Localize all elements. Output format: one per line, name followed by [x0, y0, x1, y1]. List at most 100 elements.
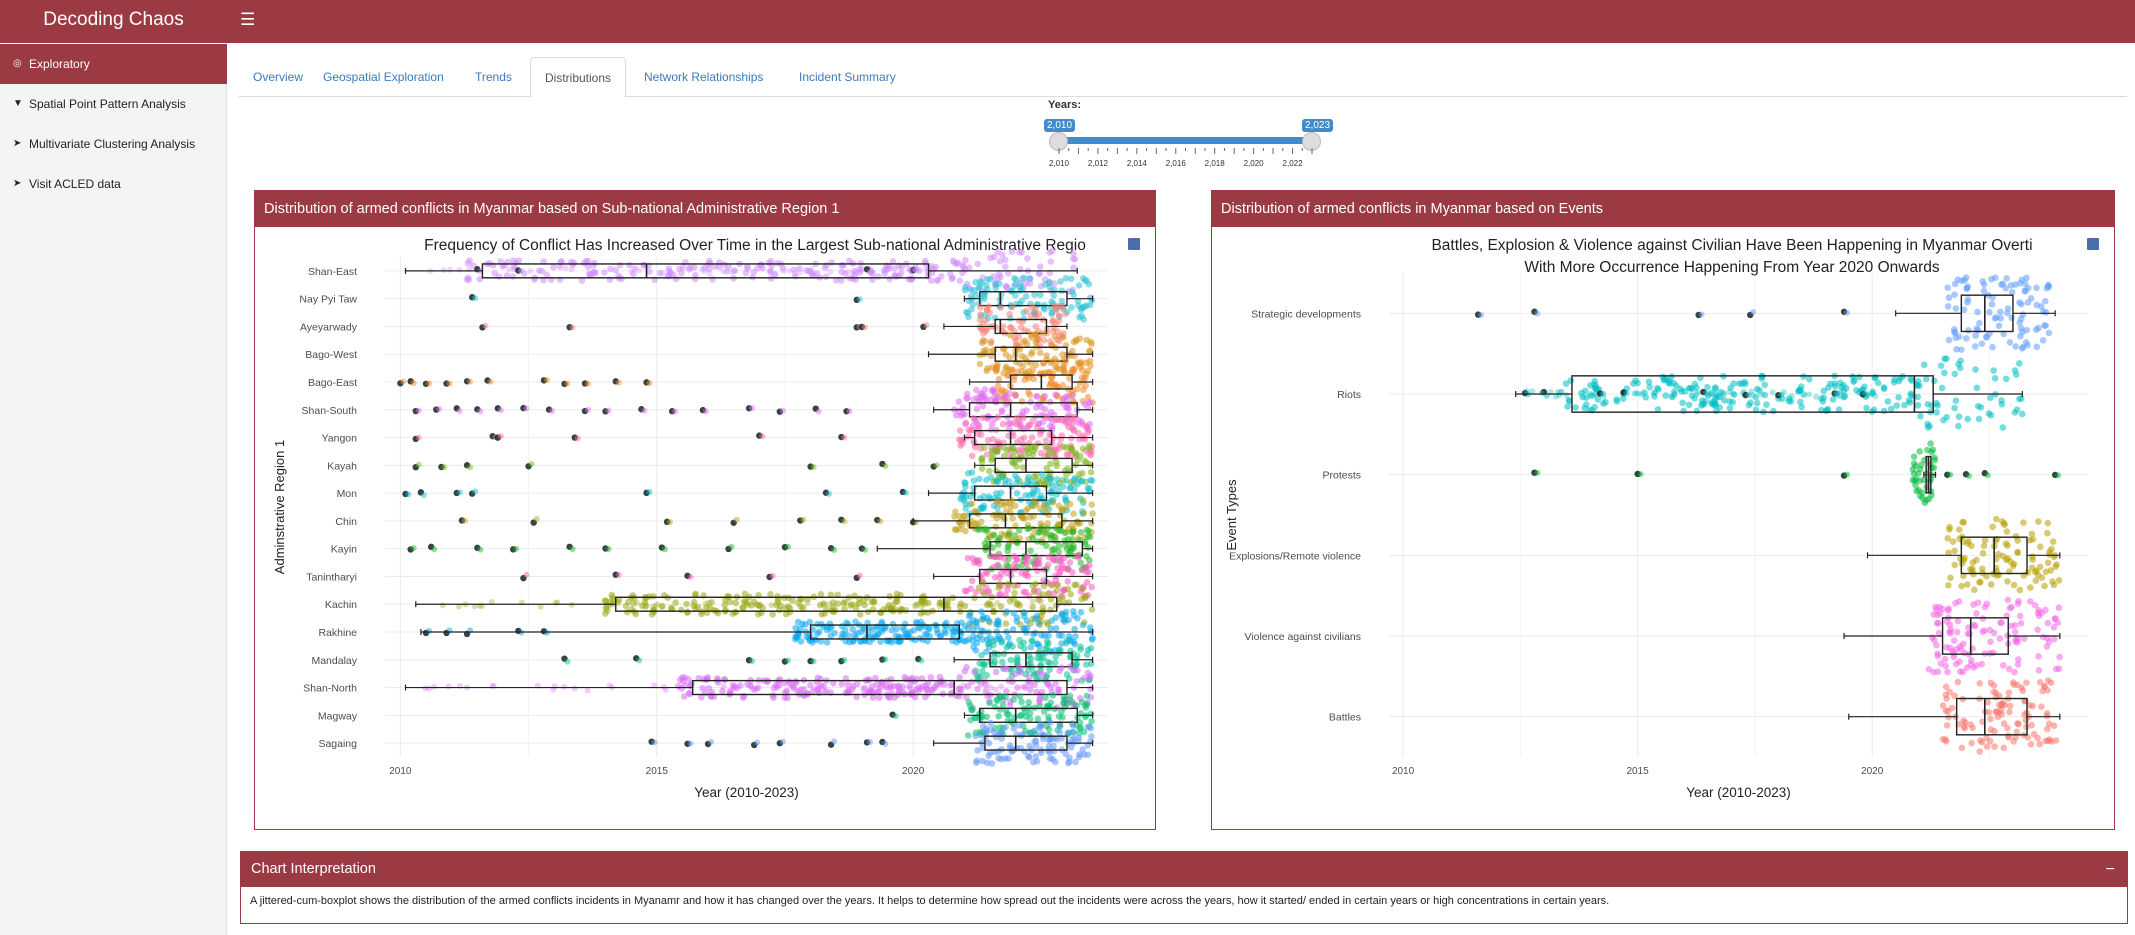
jitter-point: [537, 603, 544, 610]
jitter-point: [540, 276, 547, 284]
jitter-point: [1057, 646, 1064, 654]
jitter-point: [994, 382, 1002, 390]
jitter-point: [1939, 702, 1947, 709]
jitter-point: [472, 488, 479, 495]
jitter-point: [1053, 586, 1061, 594]
jitter-point: [2018, 300, 2025, 308]
jitter-point: [931, 683, 939, 691]
jitter-point: [1019, 464, 1027, 471]
jitter-point: [989, 641, 997, 649]
jitter-point: [1010, 696, 1017, 703]
tab-incident-summary[interactable]: Incident Summary: [799, 70, 896, 84]
slider-track[interactable]: [1058, 137, 1311, 144]
jitter-point: [1844, 471, 1851, 478]
jitter-point: [1945, 336, 1953, 344]
jitter-point: [968, 706, 976, 714]
jitter-point: [606, 682, 613, 689]
jitter-point: [1053, 462, 1061, 470]
jitter-point: [1012, 276, 1020, 283]
jitter-point: [2017, 324, 2025, 332]
jitter-point: [2042, 322, 2049, 329]
jitter-point: [800, 516, 807, 523]
chart-title: Frequency of Conflict Has Increased Over…: [424, 237, 1086, 254]
jitter-point: [1007, 503, 1014, 511]
jitter-point: [1081, 674, 1088, 682]
jitter-point: [564, 658, 571, 665]
sidebar-item-spatial-point-pattern-analysis[interactable]: ▼ Spatial Point Pattern Analysis: [0, 84, 227, 124]
jitter-point: [1046, 719, 1054, 726]
jitter-point: [1002, 282, 1010, 290]
jitter-point: [601, 610, 609, 617]
jitter-point: [1056, 723, 1063, 730]
jitter-point: [860, 625, 868, 633]
jitter-point: [1944, 303, 1952, 310]
jitter-point: [602, 604, 610, 612]
jitter-point: [1651, 390, 1658, 397]
jitter-point: [799, 604, 807, 612]
jitter-point: [701, 264, 708, 272]
tab-trends[interactable]: Trends: [475, 70, 512, 84]
jitter-point: [2029, 556, 2036, 563]
jitter-point: [980, 295, 988, 303]
jitter-point: [1083, 661, 1090, 668]
jitter-point: [1998, 281, 2005, 288]
tab-distributions[interactable]: Distributions: [530, 57, 627, 98]
jitter-point: [2030, 730, 2038, 738]
sidebar-item-visit-acled-data[interactable]: ➤ Visit ACLED data: [0, 164, 227, 204]
hamburger-icon[interactable]: ☰: [240, 10, 256, 29]
jitter-point: [1961, 554, 1968, 562]
jitter-point: [1945, 294, 1953, 301]
jitter-point: [2014, 720, 2021, 727]
jitter-point: [2041, 297, 2049, 305]
jitter-point: [509, 273, 517, 280]
jitter-point: [861, 324, 868, 331]
jitter-point: [497, 433, 504, 440]
jitter-point: [2045, 720, 2053, 728]
jitter-point: [1036, 505, 1044, 512]
box-iqr: [979, 291, 1068, 307]
jitter-point: [1024, 678, 1032, 685]
event-panel-title: Distribution of armed conflicts in Myanm…: [1212, 191, 2114, 227]
jitter-point: [1007, 509, 1015, 517]
jitter-point: [956, 513, 963, 520]
jitter-point: [983, 614, 991, 622]
jitter-point: [1905, 397, 1913, 404]
jitter-point: [779, 407, 786, 414]
year-range-slider[interactable]: Years: 2,010 2,023 2,010 2,012 2,014 2,016 2…: [1040, 96, 1340, 176]
tab-network-relationships[interactable]: Network Relationships: [644, 70, 764, 84]
jitter-point: [1062, 274, 1070, 282]
jitter-point: [759, 265, 766, 272]
jitter-point: [1987, 715, 1994, 723]
jitter-point: [803, 267, 810, 274]
jitter-point: [1028, 477, 1035, 484]
jitter-point: [1070, 264, 1077, 271]
sidebar-item-multivariate-clustering-analysis[interactable]: ➤ Multivariate Clustering Analysis: [0, 124, 227, 164]
jitter-point: [1008, 366, 1015, 373]
jitter-point: [1946, 688, 1953, 696]
jitter-point: [973, 757, 981, 765]
jitter-point: [1046, 749, 1054, 756]
jitter-point: [1003, 688, 1010, 695]
jitter-point: [816, 601, 824, 609]
jitter-point: [1979, 628, 1986, 635]
jitter-point: [527, 268, 534, 275]
jitter-point: [584, 687, 591, 694]
tab-geospatial-exploration[interactable]: Geospatial Exploration: [323, 70, 444, 84]
jitter-point: [1730, 380, 1737, 387]
jitter-point: [652, 602, 659, 609]
tab-overview[interactable]: Overview: [253, 70, 304, 84]
collapse-button[interactable]: −: [2105, 861, 2115, 878]
jitter-point: [1932, 603, 1939, 611]
jitter-point: [1943, 413, 1950, 421]
jitter-point: [1600, 390, 1607, 397]
sidebar-item-exploratory[interactable]: ◎ Exploratory: [0, 44, 227, 84]
jitter-point: [1953, 628, 1961, 636]
jitter-point: [1633, 390, 1640, 397]
jitter-point: [984, 365, 991, 372]
jitter-point: [984, 640, 992, 648]
jitter-point: [2033, 284, 2040, 292]
jitter-point: [984, 526, 991, 533]
jitter-point: [960, 496, 968, 504]
jitter-point: [2045, 283, 2053, 291]
jitter-point: [1916, 382, 1923, 390]
